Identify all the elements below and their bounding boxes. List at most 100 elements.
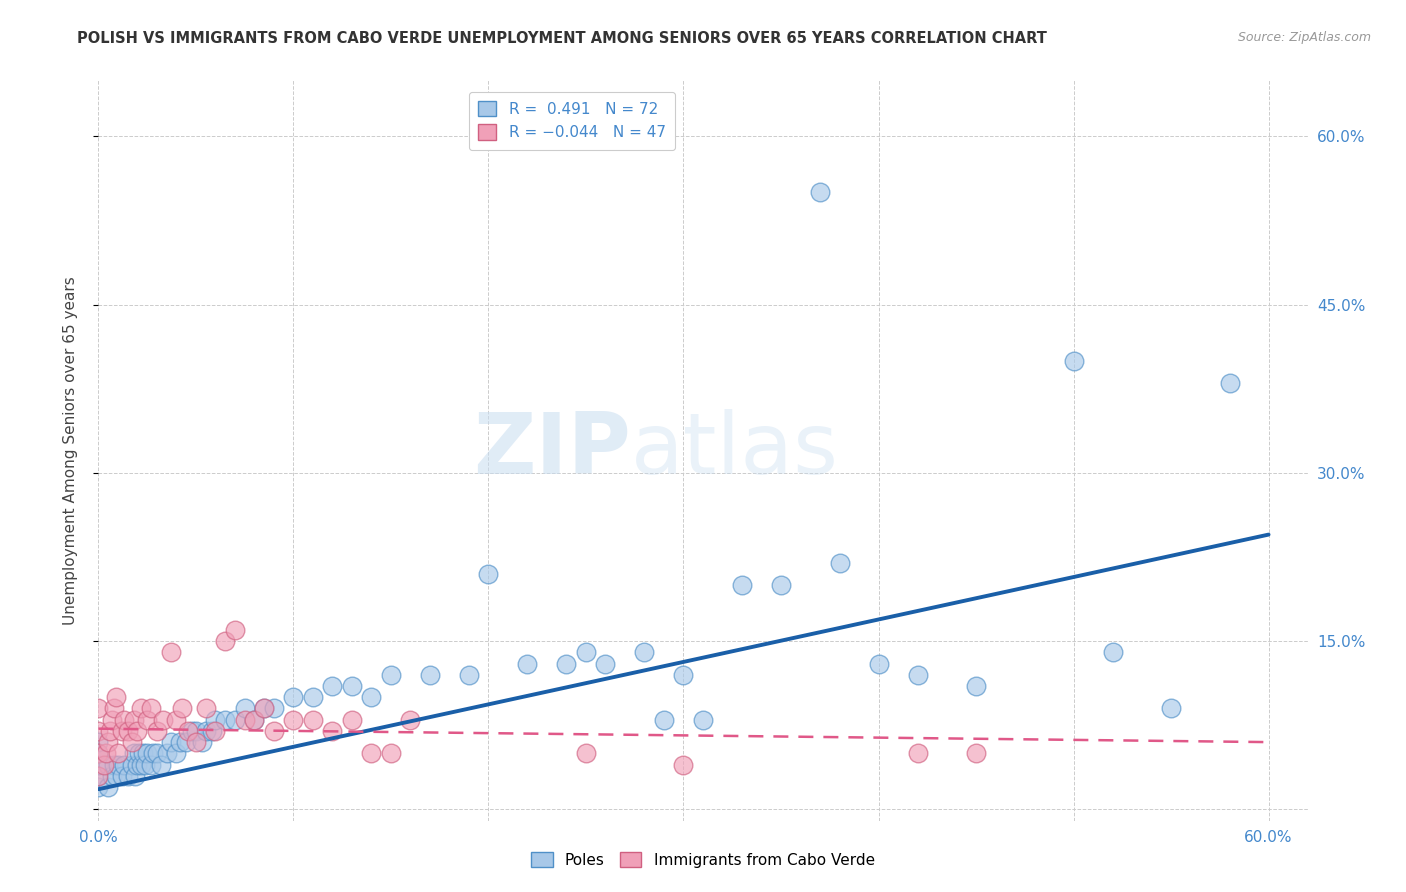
Point bbox=[121, 735, 143, 749]
Point bbox=[243, 713, 266, 727]
Point bbox=[127, 723, 149, 738]
Point bbox=[380, 747, 402, 761]
Point bbox=[200, 723, 222, 738]
Point bbox=[131, 701, 153, 715]
Point bbox=[321, 679, 343, 693]
Point bbox=[121, 757, 143, 772]
Legend: Poles, Immigrants from Cabo Verde: Poles, Immigrants from Cabo Verde bbox=[524, 846, 882, 873]
Point bbox=[360, 690, 382, 705]
Point bbox=[214, 634, 236, 648]
Point bbox=[131, 757, 153, 772]
Point bbox=[139, 757, 162, 772]
Point bbox=[692, 713, 714, 727]
Point bbox=[139, 701, 162, 715]
Point bbox=[302, 713, 325, 727]
Point bbox=[731, 578, 754, 592]
Point bbox=[127, 757, 149, 772]
Point bbox=[87, 780, 110, 794]
Point bbox=[149, 757, 172, 772]
Point bbox=[184, 735, 207, 749]
Y-axis label: Unemployment Among Seniors over 65 years: Unemployment Among Seniors over 65 years bbox=[63, 277, 77, 624]
Point bbox=[828, 556, 851, 570]
Point bbox=[595, 657, 617, 671]
Point bbox=[1219, 376, 1241, 391]
Point bbox=[159, 735, 181, 749]
Text: POLISH VS IMMIGRANTS FROM CABO VERDE UNEMPLOYMENT AMONG SENIORS OVER 65 YEARS CO: POLISH VS IMMIGRANTS FROM CABO VERDE UNE… bbox=[77, 31, 1047, 46]
Point bbox=[152, 713, 174, 727]
Point bbox=[233, 713, 256, 727]
Point bbox=[117, 769, 139, 783]
Point bbox=[233, 701, 256, 715]
Point bbox=[224, 713, 246, 727]
Point bbox=[555, 657, 578, 671]
Point bbox=[575, 747, 598, 761]
Point bbox=[184, 723, 207, 738]
Text: Source: ZipAtlas.com: Source: ZipAtlas.com bbox=[1237, 31, 1371, 45]
Point bbox=[191, 735, 214, 749]
Point bbox=[652, 713, 675, 727]
Point bbox=[122, 747, 145, 761]
Point bbox=[136, 747, 159, 761]
Point bbox=[111, 769, 134, 783]
Point bbox=[107, 757, 129, 772]
Point bbox=[104, 769, 127, 783]
Text: ZIP: ZIP bbox=[472, 409, 630, 492]
Point bbox=[146, 723, 169, 738]
Point bbox=[672, 668, 695, 682]
Point bbox=[419, 668, 441, 682]
Point bbox=[177, 723, 200, 738]
Point bbox=[112, 713, 135, 727]
Point bbox=[146, 747, 169, 761]
Point bbox=[194, 701, 217, 715]
Point bbox=[516, 657, 538, 671]
Point bbox=[214, 713, 236, 727]
Point bbox=[87, 769, 110, 783]
Point bbox=[808, 186, 831, 200]
Point bbox=[98, 723, 121, 738]
Point bbox=[907, 668, 929, 682]
Point bbox=[263, 701, 285, 715]
Point bbox=[87, 757, 110, 772]
Point bbox=[181, 723, 204, 738]
Point bbox=[204, 713, 226, 727]
Point bbox=[965, 747, 987, 761]
Point bbox=[253, 701, 276, 715]
Point bbox=[283, 690, 305, 705]
Point bbox=[399, 713, 422, 727]
Point bbox=[112, 757, 135, 772]
Point bbox=[575, 645, 598, 659]
Point bbox=[169, 735, 191, 749]
Point bbox=[103, 701, 125, 715]
Point bbox=[136, 713, 159, 727]
Point bbox=[907, 747, 929, 761]
Point bbox=[87, 701, 110, 715]
Point bbox=[104, 690, 127, 705]
Point bbox=[159, 645, 181, 659]
Point bbox=[87, 747, 110, 761]
Point bbox=[283, 713, 305, 727]
Point bbox=[117, 723, 139, 738]
Point bbox=[965, 679, 987, 693]
Point bbox=[672, 757, 695, 772]
Point bbox=[477, 566, 499, 581]
Point bbox=[97, 735, 120, 749]
Point bbox=[360, 747, 382, 761]
Point bbox=[253, 701, 276, 715]
Text: atlas: atlas bbox=[630, 409, 838, 492]
Point bbox=[124, 769, 146, 783]
Point bbox=[1101, 645, 1123, 659]
Point bbox=[128, 747, 150, 761]
Point bbox=[103, 757, 125, 772]
Point bbox=[87, 769, 110, 783]
Point bbox=[633, 645, 655, 659]
Point bbox=[1160, 701, 1182, 715]
Point bbox=[87, 735, 110, 749]
Point bbox=[87, 723, 110, 738]
Point bbox=[134, 757, 156, 772]
Point bbox=[172, 701, 194, 715]
Point bbox=[165, 747, 187, 761]
Point bbox=[174, 735, 197, 749]
Point bbox=[87, 747, 110, 761]
Point bbox=[321, 723, 343, 738]
Point bbox=[340, 679, 363, 693]
